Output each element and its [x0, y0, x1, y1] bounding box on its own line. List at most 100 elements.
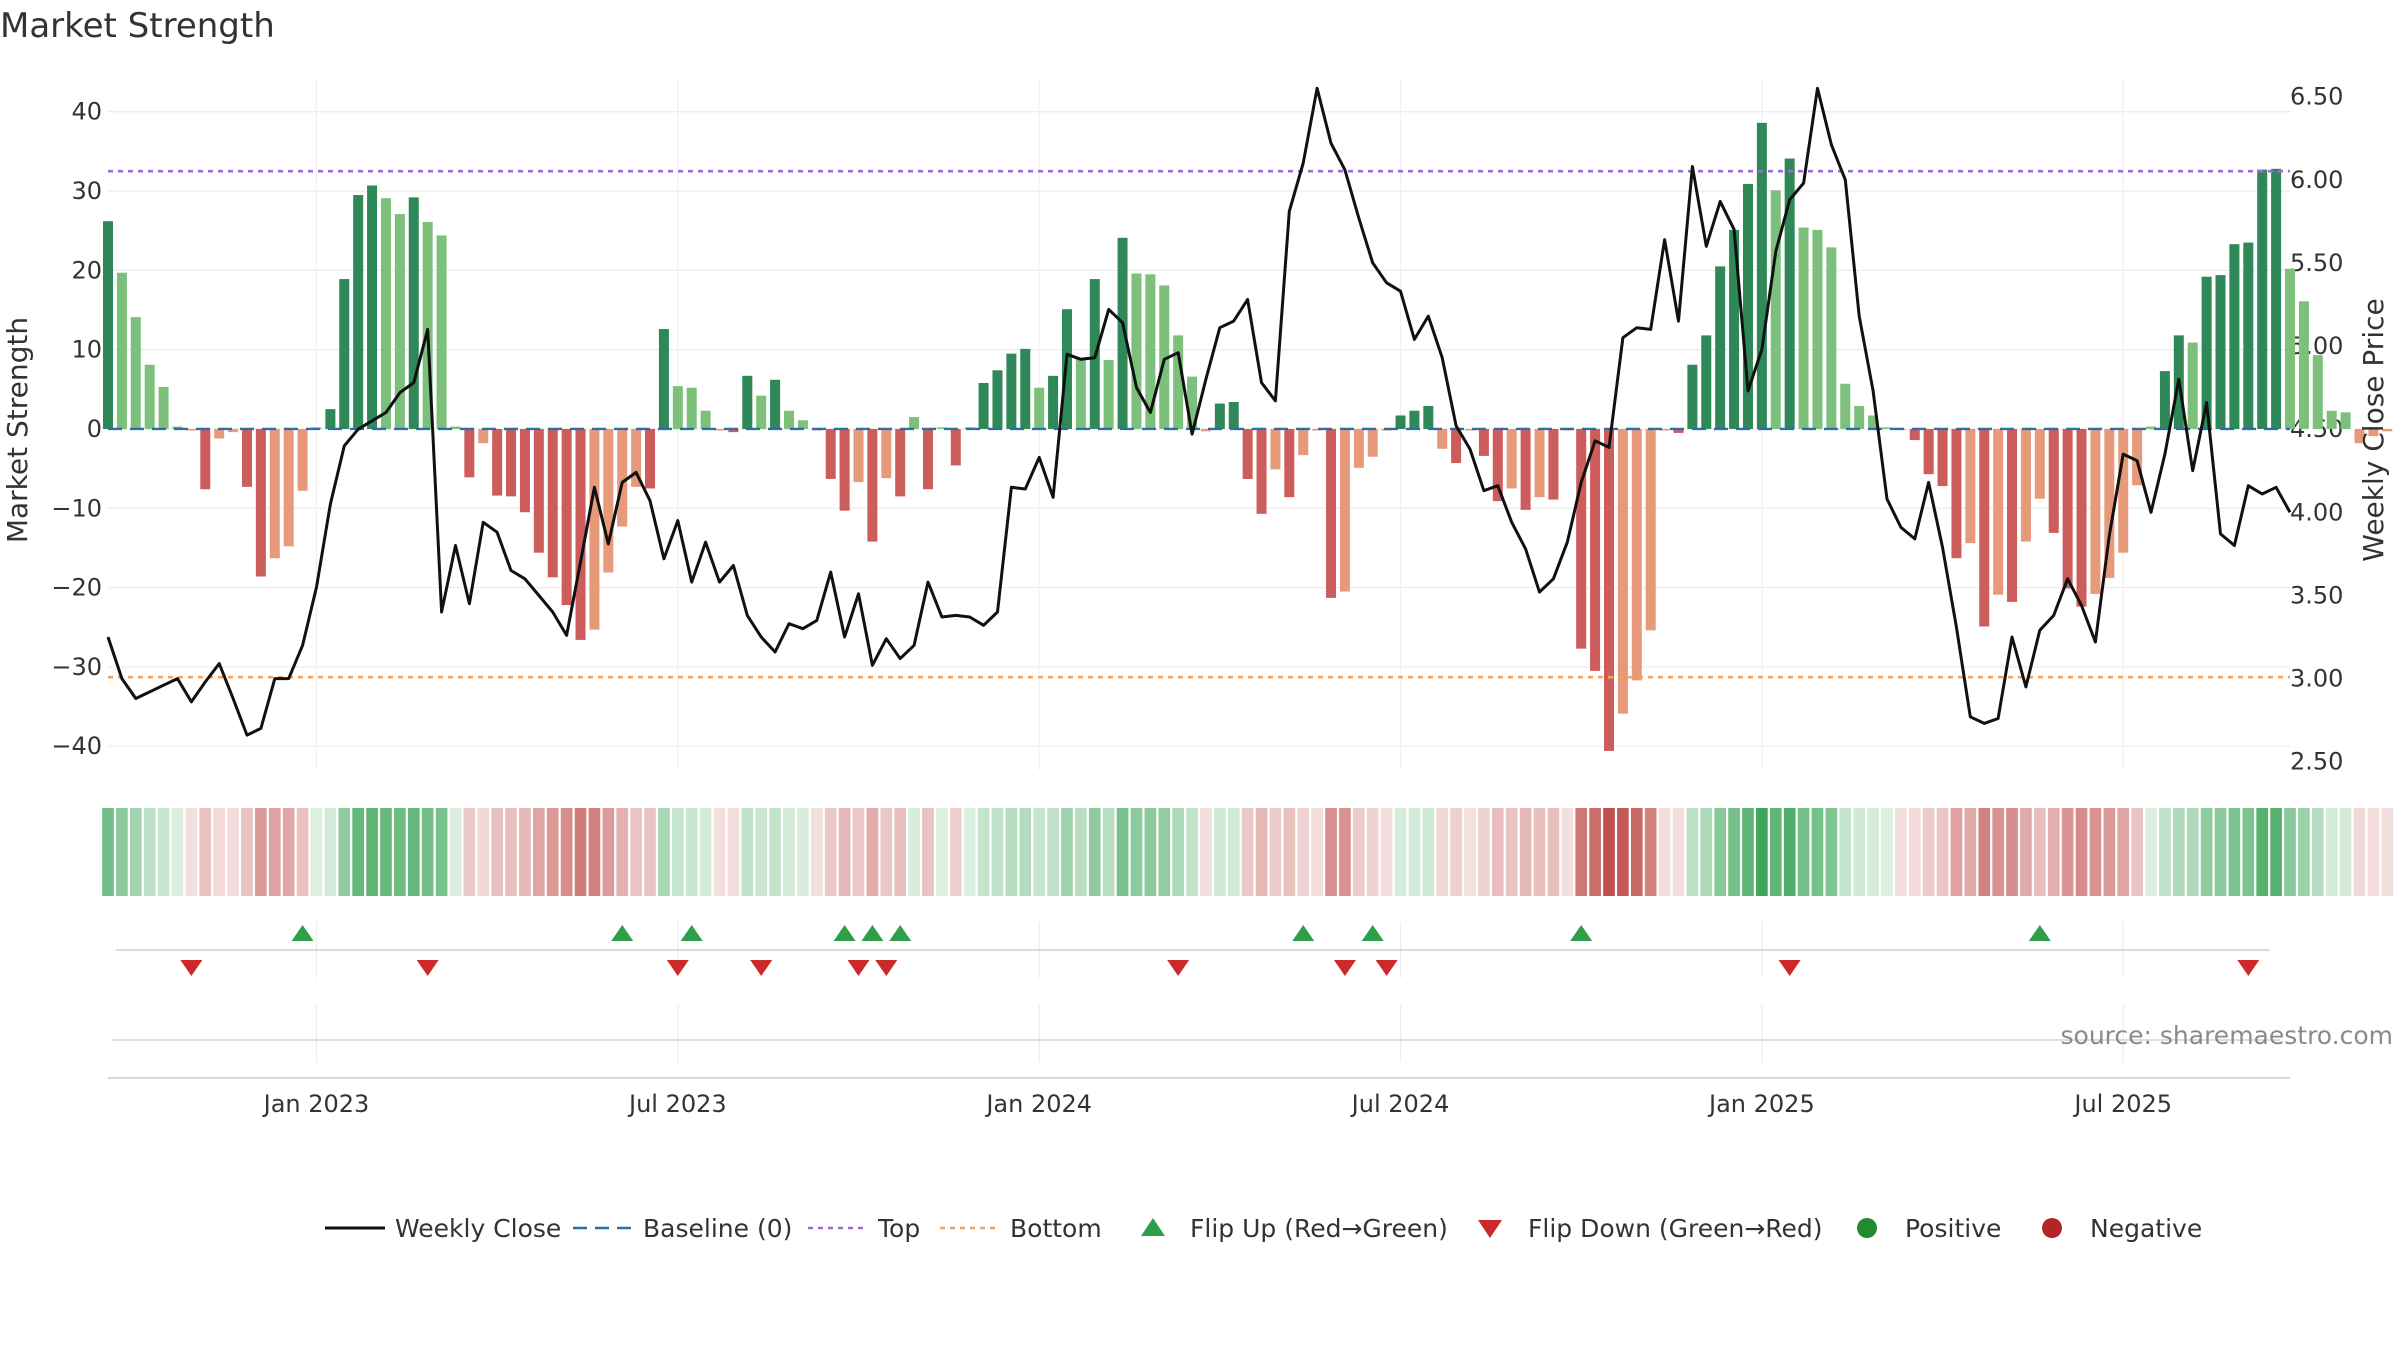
strength-bar [2271, 168, 2282, 429]
legend-label: Baseline (0) [643, 1214, 792, 1243]
strength-bar [255, 428, 266, 577]
strength-bar [464, 428, 475, 478]
heat-cell [310, 808, 323, 896]
flip-up-marker [1361, 925, 1384, 941]
strength-bar [422, 221, 433, 429]
strength-bar [603, 428, 614, 573]
strength-bar [1548, 428, 1559, 500]
heat-cell [1575, 808, 1588, 896]
strength-bar [2146, 426, 2157, 429]
heat-cell [658, 808, 670, 896]
heat-cell [908, 808, 920, 896]
x-axis: Jan 2023 Jul 2023 Jan 2024 Jul 2024 Jan 2025… [108, 1077, 2290, 1118]
strength-bar [714, 428, 725, 431]
legend-item-flip_up: Flip Up (Red→Green) [1141, 1214, 1448, 1243]
heat-cell [741, 808, 754, 896]
heat-cell [2006, 808, 2018, 896]
strength-bar [1923, 428, 1934, 475]
heat-cell [936, 808, 948, 896]
strength-bar [1756, 122, 1767, 429]
strength-bar [519, 428, 530, 513]
strength-bar [1187, 376, 1198, 429]
strength-bar [2020, 428, 2031, 542]
heat-cell [1853, 808, 1865, 896]
heat-cell [1881, 808, 1893, 896]
heat-cell [157, 808, 170, 896]
heat-cell [2214, 808, 2227, 896]
strength-bar [339, 279, 350, 429]
strength-bar [1367, 428, 1378, 457]
heat-cell [533, 808, 545, 896]
strength-bar [2159, 371, 2170, 429]
strength-bar [1742, 183, 1753, 429]
strength-bar [950, 428, 961, 466]
heat-cell [1352, 808, 1365, 896]
heat-cell [1867, 808, 1879, 896]
heat-cell [352, 808, 365, 896]
strength-bar [1826, 247, 1837, 429]
strength-bar [1020, 348, 1031, 429]
strength-bar [1242, 428, 1253, 479]
heat-cell [1130, 808, 1143, 896]
heat-cell [463, 808, 476, 896]
strength-bar [1159, 285, 1170, 429]
strength-bar [1784, 158, 1795, 429]
strength-bar [2298, 301, 2309, 429]
strength-bar [1451, 428, 1462, 464]
heat-cell [1589, 808, 1601, 896]
strength-bar [2104, 428, 2115, 579]
heat-cell [2270, 808, 2282, 896]
strength-bar [784, 410, 795, 429]
strength-bar [2368, 428, 2379, 437]
heat-cell [852, 808, 865, 896]
strength-bar [825, 428, 836, 479]
strength-bar [645, 428, 656, 489]
heat-cell [241, 808, 253, 896]
flip-up-marker [291, 925, 314, 941]
heat-cell [143, 808, 156, 896]
strength-bar [2340, 412, 2351, 429]
heat-cell [477, 808, 490, 896]
legend-swatch-negative [2042, 1218, 2062, 1238]
heat-cell [769, 808, 781, 896]
strength-bar [881, 428, 892, 479]
heat-cell [2103, 808, 2116, 896]
strength-bar [1492, 428, 1503, 502]
strength-bar [144, 364, 155, 429]
heat-cell [1742, 808, 1754, 896]
heat-cell [407, 808, 420, 896]
heat-cell [1561, 808, 1574, 896]
strength-bar [2187, 342, 2198, 429]
heat-cell [366, 808, 378, 896]
strength-bar [1117, 237, 1128, 429]
strength-bar [186, 428, 197, 431]
heat-cell [1936, 808, 1949, 896]
strength-bar [756, 395, 767, 429]
main-panel: 403020100−10−20−30−406.506.005.505.004.5… [51, 80, 2393, 776]
heat-cell [268, 808, 281, 896]
heat-cell [1658, 808, 1671, 896]
heat-cell [2075, 808, 2088, 896]
heat-cell [213, 808, 226, 896]
strength-bar [1937, 428, 1948, 487]
heat-cell [616, 808, 629, 896]
strength-bar [895, 428, 906, 497]
heat-cell [1088, 808, 1101, 896]
legend-label: Top [877, 1214, 920, 1243]
flip-signal-panel [112, 922, 2280, 1062]
y-tick-right-label: 4.00 [2290, 498, 2343, 526]
flip-down-marker [1333, 960, 1356, 976]
heat-cell [1380, 808, 1393, 896]
heat-cell [1339, 808, 1351, 896]
strength-bar [2048, 428, 2059, 533]
strength-bar [478, 428, 489, 444]
heat-cell [1908, 808, 1921, 896]
heat-cell [1116, 808, 1129, 896]
heat-cell [505, 808, 517, 896]
strength-bar [1729, 229, 1740, 429]
heat-cell [1283, 808, 1296, 896]
legend-item-close: Weekly Close [325, 1214, 561, 1243]
heat-cell [880, 808, 893, 896]
strength-bar [1173, 335, 1184, 429]
strength-bar [2076, 428, 2087, 607]
